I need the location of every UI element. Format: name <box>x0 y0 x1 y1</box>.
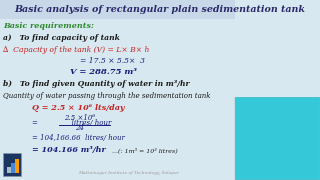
Text: Muktainagar Institute of Technology, Solapur: Muktainagar Institute of Technology, Sol… <box>77 171 179 175</box>
Text: ∆  Capacity of the tank (V) = L× B× h: ∆ Capacity of the tank (V) = L× B× h <box>3 46 149 53</box>
Text: Basic requirements:: Basic requirements: <box>3 22 94 30</box>
Text: 24: 24 <box>75 124 84 132</box>
Text: Q = 2.5 × 10⁶ lts/day: Q = 2.5 × 10⁶ lts/day <box>32 104 124 112</box>
Text: V = 288.75 m³: V = 288.75 m³ <box>70 68 137 76</box>
Text: a)   To find capacity of tank: a) To find capacity of tank <box>3 34 120 42</box>
Text: = 17.5 × 5.5×  3: = 17.5 × 5.5× 3 <box>80 57 145 65</box>
Bar <box>235 97 320 180</box>
Text: = 104.166 m³/hr: = 104.166 m³/hr <box>32 146 106 154</box>
Bar <box>0 0 320 19</box>
Bar <box>11 163 15 173</box>
Text: ...(: 1m³ = 10³ litres): ...(: 1m³ = 10³ litres) <box>112 147 178 153</box>
Bar <box>235 0 320 97</box>
Text: Basic analysis of rectangular plain sedimentation tank: Basic analysis of rectangular plain sedi… <box>14 5 306 14</box>
Bar <box>3 153 21 176</box>
Bar <box>15 159 19 173</box>
Text: = 104,166.66  litres/ hour: = 104,166.66 litres/ hour <box>32 134 125 142</box>
Text: b)   To find given Quantity of water in m³/hr: b) To find given Quantity of water in m³… <box>3 80 190 88</box>
Text: 2.5 ×10⁶: 2.5 ×10⁶ <box>64 114 95 122</box>
Bar <box>7 166 11 173</box>
Text: Quantity of water passing through the sedimentation tank: Quantity of water passing through the se… <box>3 92 211 100</box>
Text: =               litres/ hour: = litres/ hour <box>32 119 111 127</box>
